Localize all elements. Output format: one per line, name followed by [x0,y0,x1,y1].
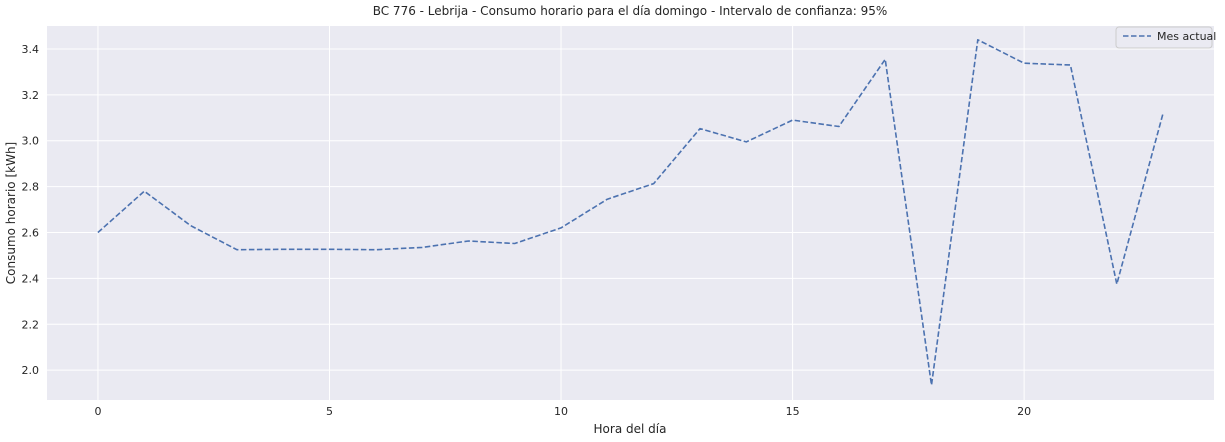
plot-background [47,26,1214,400]
y-tick-label: 3.2 [22,89,40,102]
grid [47,26,1214,400]
y-tick-label: 2.4 [22,272,40,285]
tick-labels: 0 5 10 15 20 2.0 2.2 2.4 2.6 2.8 3.0 3.2 3.4 [22,43,1032,418]
y-tick-label: 2.0 [22,364,40,377]
legend: Mes actual [1115,26,1216,49]
chart-title: BC 776 - Lebrija - Consumo horario para … [373,4,888,18]
legend-label-mes-actual: Mes actual [1157,30,1216,43]
y-axis-label: Consumo horario [kWh] [4,142,18,284]
x-tick-label: 15 [786,405,800,418]
legend-box [1115,26,1213,49]
y-tick-label: 2.8 [22,181,40,194]
x-axis-label: Hora del día [594,422,667,436]
series-line-mes-actual [97,38,1164,386]
x-tick-label: 10 [554,405,568,418]
series-layer [97,38,1164,386]
x-tick-label: 20 [1017,405,1031,418]
y-tick-label: 3.0 [22,135,40,148]
x-tick-label: 5 [326,405,333,418]
x-tick-label: 0 [94,405,101,418]
y-tick-label: 3.4 [22,43,40,56]
y-tick-label: 2.2 [22,318,40,331]
y-tick-label: 2.6 [22,227,40,240]
